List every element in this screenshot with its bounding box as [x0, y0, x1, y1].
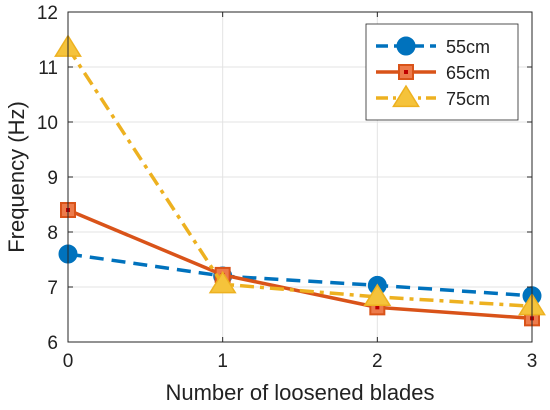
legend-label-55cm: 55cm: [446, 37, 490, 57]
x-tick-label: 1: [217, 351, 228, 372]
y-tick-label: 7: [47, 278, 58, 299]
y-tick-label: 12: [37, 3, 58, 24]
x-axis-title: Number of loosened blades: [165, 380, 434, 405]
series-line-55cm: [67, 252, 533, 298]
legend-marker-55cm: [396, 36, 416, 56]
legend-label-65cm: 65cm: [446, 63, 490, 83]
series-line-75cm: [66, 46, 533, 308]
legend-marker-65cm: [398, 64, 414, 80]
y-axis-title: Frequency (Hz): [4, 101, 29, 253]
y-tick-label: 6: [47, 333, 58, 354]
square-marker-center: [375, 305, 380, 310]
x-tick-label: 0: [63, 351, 74, 372]
data-point-75cm: [363, 283, 392, 307]
legend-marker-75cm: [392, 84, 420, 108]
data-point-75cm: [208, 270, 237, 294]
y-tick-label: 9: [47, 168, 58, 189]
square-marker-center: [404, 70, 408, 74]
x-tick-label: 2: [372, 351, 383, 372]
y-tick-label: 11: [38, 58, 58, 79]
legend-label-75cm: 75cm: [446, 89, 490, 109]
legend: 55cm 65cm 75cm: [365, 23, 519, 121]
x-tick-label: 3: [527, 351, 538, 372]
legend-item-65cm: 65cm: [376, 63, 490, 83]
tick-marks: [67, 11, 533, 343]
y-tick-label: 10: [37, 113, 58, 134]
legend-item-75cm: 75cm: [376, 84, 490, 109]
legend-item-55cm: 55cm: [376, 36, 490, 57]
y-tick-label: 8: [47, 223, 58, 244]
